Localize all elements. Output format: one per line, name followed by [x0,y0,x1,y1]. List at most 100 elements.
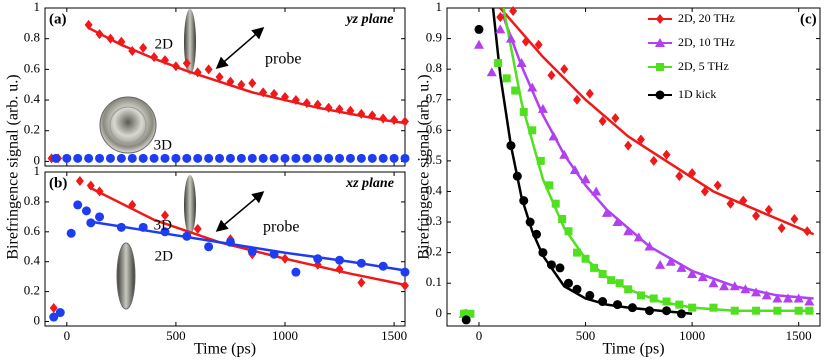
plot-frame [446,7,821,327]
data-point [389,153,399,163]
x-tick-label: 1000 [272,328,298,343]
data-point [281,91,289,102]
data-point [225,153,235,163]
data-point [204,153,214,163]
y-axis-label: Birefringence signal (arb. u.) [416,74,433,259]
data-point [324,153,334,163]
data-point [688,168,697,179]
data-point [509,6,518,17]
data-point [598,270,607,279]
data-point [367,153,377,163]
data-point [247,246,257,256]
data-point [280,153,290,163]
data-point [519,107,528,116]
data-point [150,52,159,63]
data-point [95,212,105,222]
data-point [662,297,671,306]
data-point [75,175,84,186]
data-point [356,258,366,268]
data-point [346,105,355,116]
data-point [269,249,279,259]
data-point [534,39,543,50]
y-tick-label: 0.4 [24,91,41,106]
y-tick-label: 0.7 [426,91,443,106]
x-axis-label: Time (ps) [602,341,664,358]
data-point [51,153,61,163]
data-point [182,58,191,69]
y-tick-label: 0.5 [426,152,442,167]
data-point [739,195,748,206]
legend-marker [656,14,664,24]
data-point [607,276,616,285]
data-point [590,263,599,272]
x-tick-label: 1000 [679,328,705,343]
legend-label: 1D kick [678,87,716,101]
data-point [764,204,773,215]
legend-marker [655,38,665,47]
plane-label: xz plane [345,176,394,191]
data-point [313,254,323,264]
data-point [676,262,687,272]
data-point [709,303,718,312]
data-point [193,67,202,78]
data-point [495,24,506,34]
data-point [729,281,740,291]
data-point [474,24,484,34]
data-point [356,153,366,163]
data-point [106,33,115,44]
x-tick-label: 1500 [381,328,407,343]
data-point [505,33,516,43]
data-point [378,261,388,271]
data-point [644,241,655,251]
data-point [624,285,633,294]
y-tick-label: 0.6 [426,121,443,136]
data-point [494,59,503,68]
data-point [662,306,672,316]
fit-line [502,8,814,312]
data-point [564,227,573,236]
data-point [502,74,511,83]
data-point [368,110,377,121]
data-point [538,248,548,258]
data-point [73,200,83,210]
data-point [390,114,399,125]
data-point [401,116,409,127]
data-point [378,153,388,163]
data-point [687,269,698,279]
data-point [627,303,637,313]
data-point [783,293,794,303]
data-point [761,290,772,300]
data-point [473,39,484,49]
data-point [615,279,624,288]
data-point [675,171,684,182]
data-point [675,300,684,309]
panel-label: (c) [800,11,817,27]
panel-label: (b) [49,175,67,191]
data-point [558,214,567,223]
data-point [138,153,148,163]
data-point [536,156,545,165]
data-point [226,76,235,87]
data-point [204,242,214,252]
data-point [313,99,322,110]
data-point [291,153,301,163]
data-point [752,210,761,221]
data-point [86,180,95,191]
data-point [496,12,505,23]
data-point [601,207,612,217]
data-point [546,260,556,270]
data-point [204,64,213,75]
data-point [580,174,591,184]
data-point [84,153,94,163]
data-point [182,231,192,241]
data-point [516,58,527,68]
data-point [400,153,410,163]
data-point [665,256,676,266]
data-point [215,72,224,83]
y-tick-label: 1 [34,163,41,178]
data-point [225,237,235,247]
data-point [547,70,556,81]
annotation: probe [265,51,301,68]
data-point [400,267,410,277]
data-point [506,141,516,151]
